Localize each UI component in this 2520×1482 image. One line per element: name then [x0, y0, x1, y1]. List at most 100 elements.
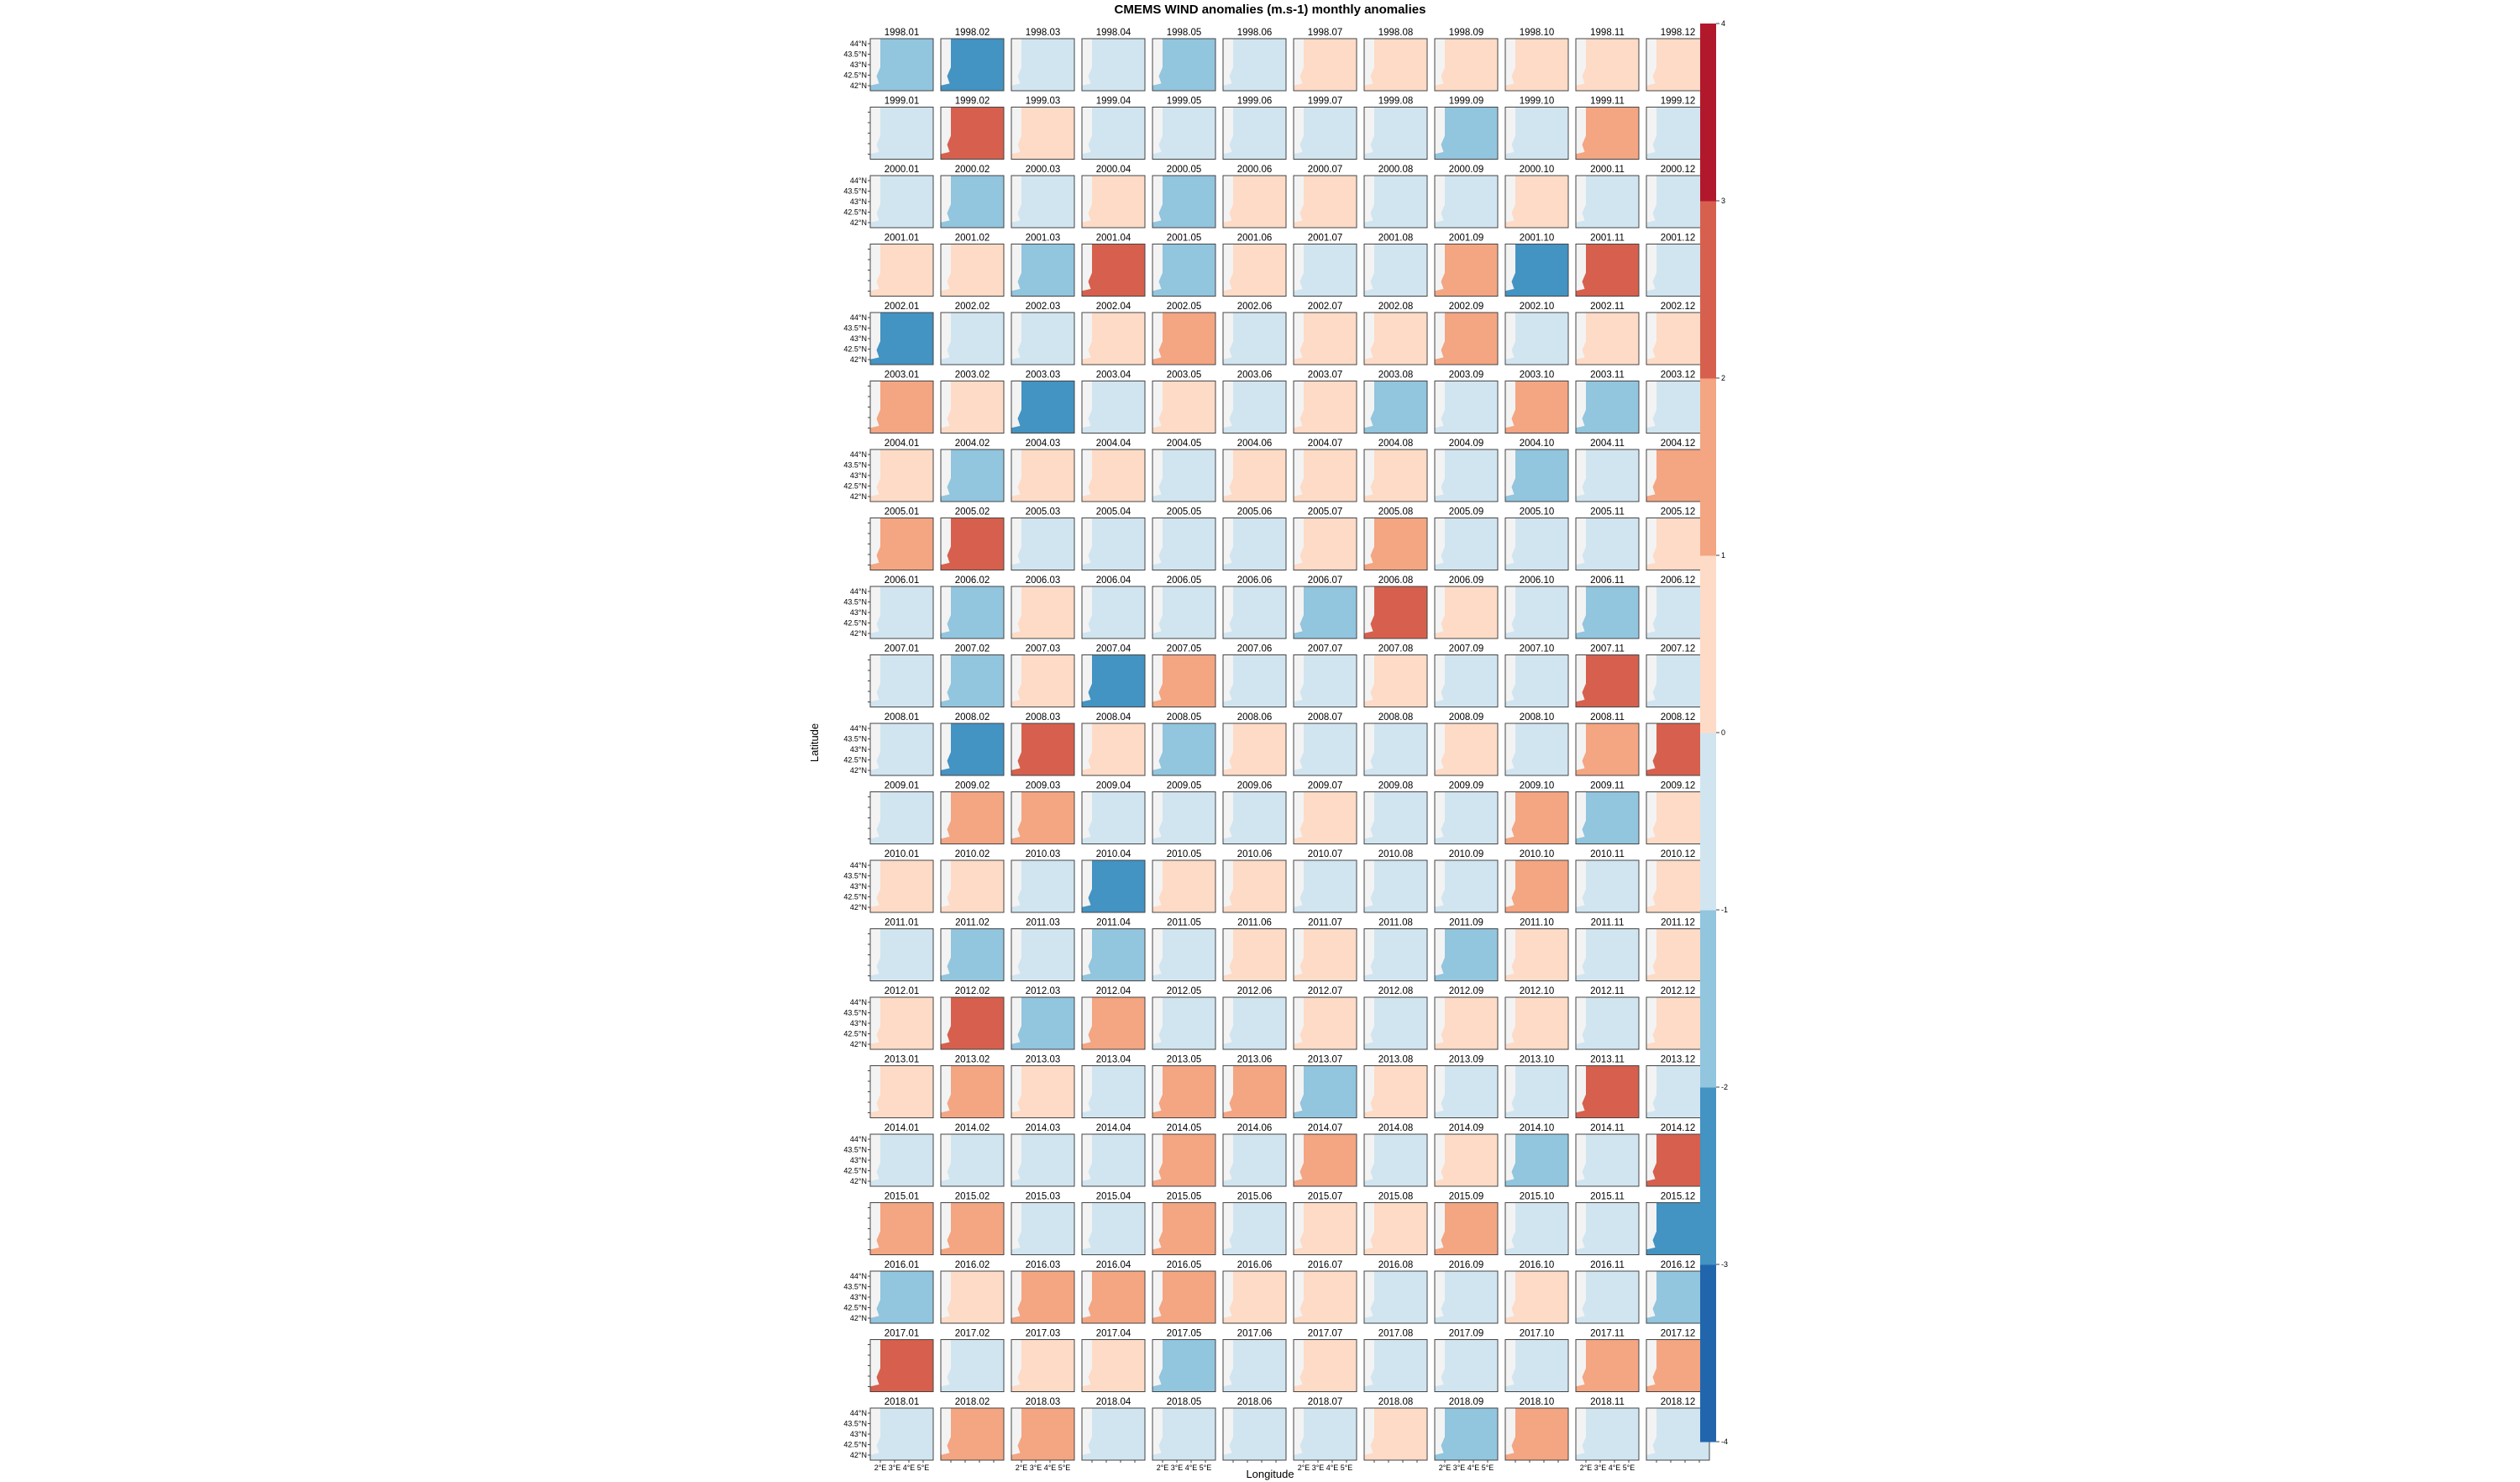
land-area: [1364, 244, 1374, 292]
panel-2002-12: 2002.12: [1646, 302, 1710, 365]
land-area: [1435, 791, 1445, 839]
anomaly-field: [1152, 791, 1215, 844]
panel-frame: [1504, 723, 1569, 776]
panel-frame: [1222, 723, 1287, 776]
panel-frame: [940, 928, 1005, 981]
land-area: [1576, 1065, 1586, 1113]
anomaly-field: [1646, 723, 1709, 775]
anomaly-field: [870, 1202, 933, 1255]
panel-2003-01: 2003.01: [868, 370, 934, 434]
land-area: [1082, 1339, 1092, 1387]
land-area: [1576, 107, 1586, 155]
panel-2016-06: 2016.06: [1222, 1260, 1287, 1324]
panel-2003-07: 2003.07: [1293, 370, 1357, 434]
anomaly-field: [941, 244, 1004, 297]
panel-frame: [1081, 449, 1146, 502]
anomaly-field: [941, 1065, 1004, 1118]
panel-title: 2010.04: [1096, 849, 1131, 859]
panel-title: 2003.01: [885, 370, 920, 381]
anomaly-field: [1505, 860, 1568, 912]
anomaly-field: [1364, 997, 1427, 1049]
panel-frame: [1575, 791, 1640, 844]
panel-title: 2002.12: [1661, 302, 1696, 312]
panel-2003-02: 2003.02: [940, 370, 1005, 434]
panel-title: 2017.09: [1449, 1329, 1484, 1339]
panel-1999-10: 1999.10: [1504, 97, 1569, 160]
land-area: [1223, 860, 1233, 907]
panel-title: 2003.09: [1449, 370, 1484, 381]
panel-frame: [1152, 723, 1216, 776]
panel-2008-03: 2008.03: [1011, 712, 1075, 776]
land-area: [1646, 928, 1656, 976]
land-area: [1435, 1134, 1445, 1181]
land-area: [941, 1271, 951, 1318]
lat-tick-label: 43°N: [850, 197, 867, 206]
anomaly-field: [1435, 1202, 1498, 1255]
panel-title: 2010.09: [1449, 849, 1484, 859]
panel-title: 2004.02: [955, 439, 990, 449]
anomaly-field: [1152, 1408, 1215, 1460]
anomaly-field: [870, 723, 933, 775]
lat-tick-label: 44°N: [850, 1135, 867, 1143]
anomaly-field: [1576, 1271, 1639, 1323]
lat-tick-label: 42°N: [850, 1177, 867, 1185]
panel-title: 2013.10: [1520, 1055, 1555, 1065]
panel-1998-08: 1998.08: [1363, 28, 1428, 92]
panel-title: 2005.08: [1378, 507, 1414, 518]
panel-title: 2013.05: [1167, 1055, 1202, 1065]
panel-frame: [1293, 1339, 1357, 1392]
panel-title: 2011.04: [1096, 918, 1131, 928]
panel-2009-11: 2009.11: [1575, 781, 1640, 844]
panel-frame: [1081, 791, 1146, 844]
panel-title: 2001.09: [1449, 234, 1484, 244]
panel-title: 2004.07: [1308, 439, 1343, 449]
panel-2001-08: 2001.08: [1363, 234, 1428, 297]
anomaly-field: [1435, 1408, 1498, 1460]
panel-frame: [1434, 1133, 1499, 1187]
panel-title: 2006.11: [1590, 575, 1625, 586]
land-area: [1011, 449, 1021, 497]
land-area: [941, 1134, 951, 1181]
lon-tick-label: 5°E: [1341, 1464, 1353, 1472]
panel-2002-07: 2002.07: [1293, 302, 1357, 365]
panel-frame: [1575, 1133, 1640, 1187]
land-area: [1082, 107, 1092, 155]
land-area: [1646, 791, 1656, 839]
land-area: [1435, 1202, 1445, 1250]
panel-frame: [1363, 928, 1428, 981]
land-area: [1505, 244, 1515, 292]
panel-2013-11: 2013.11: [1575, 1055, 1640, 1118]
panel-frame: [1081, 107, 1146, 160]
panel-2011-10: 2011.10: [1504, 918, 1569, 981]
panel-2015-07: 2015.07: [1293, 1192, 1357, 1255]
lon-tick-label: 5°E: [1058, 1464, 1071, 1472]
panel-frame: [1504, 518, 1569, 570]
panel-title: 2000.01: [885, 165, 920, 175]
anomaly-field: [870, 449, 933, 502]
land-area: [1294, 1065, 1304, 1113]
panel-title: 2006.07: [1308, 575, 1343, 586]
panel-title: 2003.06: [1237, 370, 1273, 381]
panel-frame: [1434, 244, 1499, 297]
panel-1998-01: 1998.01 44°N 43.5°N43°N 42.5°N42°N: [843, 28, 934, 92]
panel-title: 2011.09: [1449, 918, 1483, 928]
panel-frame: [1504, 1202, 1569, 1255]
panel-2005-12: 2005.12: [1646, 507, 1710, 570]
anomaly-field: [1011, 518, 1074, 570]
anomaly-field: [1223, 518, 1286, 570]
colorbar: 4 3 2 1 0 -1 -2 -3 -4: [1700, 19, 1728, 1446]
panel-2012-03: 2012.03: [1011, 986, 1075, 1050]
panel-frame: [1293, 1270, 1357, 1324]
anomaly-field: [870, 1134, 933, 1186]
anomaly-field: [1223, 586, 1286, 639]
panel-frame: [1293, 312, 1357, 365]
land-area: [1223, 244, 1233, 292]
land-area: [1082, 586, 1092, 633]
land-area: [1152, 107, 1163, 155]
panel-title: 2015.04: [1096, 1192, 1131, 1202]
lat-tick-label: 42°N: [850, 1314, 867, 1322]
land-area: [1364, 449, 1374, 497]
panel-title: 2001.10: [1520, 234, 1555, 244]
anomaly-field: [1435, 39, 1498, 91]
